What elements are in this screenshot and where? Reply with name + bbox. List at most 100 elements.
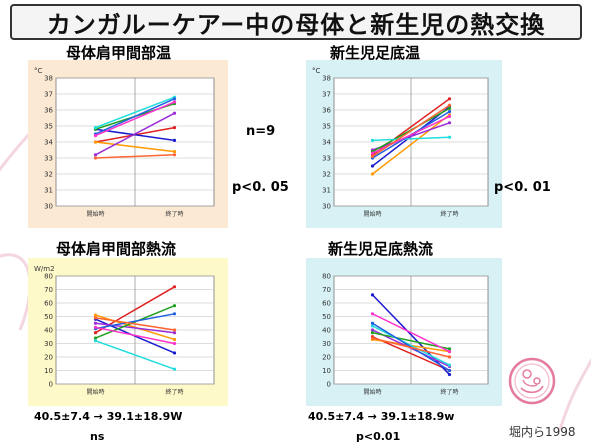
series-point	[93, 336, 98, 340]
y-tick-label: 60	[44, 300, 53, 308]
series-point	[447, 372, 452, 377]
series-point	[172, 153, 177, 157]
y-tick-label: 40	[44, 327, 53, 335]
chart-flux-mother: 0 10 20 30 40 50 60 70 80W/m2 開始時 終了時	[34, 265, 215, 396]
series-point	[370, 324, 375, 328]
series-point	[447, 97, 452, 101]
p-value-temp-mother: p<0. 05	[232, 180, 289, 195]
series-point	[93, 316, 98, 320]
series-point	[447, 121, 452, 125]
series-point	[93, 156, 98, 160]
credit-text: 堀内ら1998	[509, 425, 576, 439]
series-line	[95, 154, 175, 159]
swirl-decoration	[558, 357, 591, 431]
y-tick-label: 50	[322, 313, 331, 321]
x-category-label: 開始時	[363, 388, 381, 396]
series-point	[172, 331, 177, 335]
series-line	[95, 101, 175, 137]
series-line	[95, 340, 175, 370]
y-tick-label: 35	[44, 123, 53, 131]
series-line	[372, 136, 450, 142]
logo-arm	[520, 385, 544, 394]
logo-inner-ring	[514, 363, 550, 399]
y-tick-label: 38	[44, 75, 53, 83]
series-point	[370, 138, 375, 142]
y-tick-label: 70	[322, 286, 331, 294]
swirl-decoration	[0, 253, 32, 331]
series-line	[372, 104, 450, 158]
y-tick-label: 34	[44, 139, 53, 147]
y-tick-label: 36	[322, 107, 331, 115]
series-line	[372, 313, 450, 353]
series-line	[372, 336, 450, 372]
series-point	[172, 367, 177, 371]
y-tick-label: 20	[322, 354, 331, 362]
series-line	[372, 122, 450, 151]
y-tick-label: 70	[44, 286, 53, 294]
series-point	[172, 100, 177, 104]
y-tick-label: 32	[44, 171, 53, 179]
series-line	[95, 313, 175, 330]
x-category-label: 開始時	[86, 388, 104, 396]
y-tick-label: 0	[327, 381, 331, 389]
slide-title: カンガルーケアー中の母体と新生児の熱交換	[10, 4, 582, 40]
series-point	[172, 351, 177, 355]
series-point	[370, 321, 375, 325]
p-value-flux-infant: p<0.01	[356, 430, 401, 443]
series-point	[93, 339, 98, 343]
x-category-label: 終了時	[165, 210, 183, 218]
series-point	[370, 328, 375, 332]
series-point	[447, 368, 452, 373]
series-line	[372, 114, 450, 175]
series-point	[93, 321, 98, 325]
series-line	[95, 317, 175, 331]
series-line	[372, 337, 450, 358]
y-unit-label: °C	[312, 67, 321, 75]
series-line	[95, 326, 175, 345]
chart-flux-infant: 0 10 20 30 40 50 60 70 80 開始時 終了時	[322, 273, 489, 396]
series-point	[370, 172, 375, 176]
series-point	[93, 313, 98, 317]
series-point	[370, 312, 375, 316]
y-tick-label: 60	[322, 300, 331, 308]
series-point	[370, 151, 375, 155]
series-point	[447, 106, 452, 110]
series-point	[172, 341, 177, 346]
x-category-label: 開始時	[86, 210, 104, 218]
series-point	[447, 103, 452, 107]
series-point	[172, 328, 177, 332]
y-tick-label: 35	[322, 123, 331, 131]
chart-title-flux-infant: 新生児足底熱流	[328, 240, 434, 258]
mother-and-child-logo-icon	[507, 356, 557, 406]
logo-ring	[508, 357, 556, 405]
y-tick-label: 80	[322, 273, 331, 281]
series-point	[447, 363, 452, 367]
series-line	[95, 96, 175, 129]
chart-title-temp-infant: 新生児足底温	[330, 44, 421, 62]
series-line	[372, 331, 450, 350]
chart-temp-infant: 30 31 32 33 34 35 36 37 38°C 開始時 終了時	[312, 67, 489, 218]
x-category-label: 終了時	[440, 210, 458, 218]
series-point	[172, 285, 177, 289]
x-category-label: 開始時	[363, 210, 381, 218]
flux-mother-values: 40.5±7.4 → 39.1±18.9W	[34, 410, 183, 423]
series-line	[95, 141, 175, 153]
series-line	[95, 98, 175, 135]
series-point	[93, 325, 98, 329]
series-point	[447, 355, 452, 359]
series-point	[172, 111, 177, 115]
y-tick-label: 50	[44, 313, 53, 321]
x-category-label: 終了時	[165, 388, 183, 396]
y-unit-label: °C	[34, 67, 43, 75]
y-tick-label: 37	[322, 91, 331, 99]
y-tick-label: 80	[44, 273, 53, 281]
y-tick-label: 30	[322, 203, 331, 211]
series-point	[447, 110, 452, 114]
series-point	[172, 138, 177, 142]
chart-temp-mother: 30 31 32 33 34 35 36 37 38°C 開始時 終了時	[34, 67, 215, 218]
y-tick-label: 33	[322, 155, 331, 163]
y-tick-label: 30	[44, 203, 53, 211]
series-point	[447, 350, 452, 354]
y-unit-label: W/m2	[34, 265, 55, 273]
